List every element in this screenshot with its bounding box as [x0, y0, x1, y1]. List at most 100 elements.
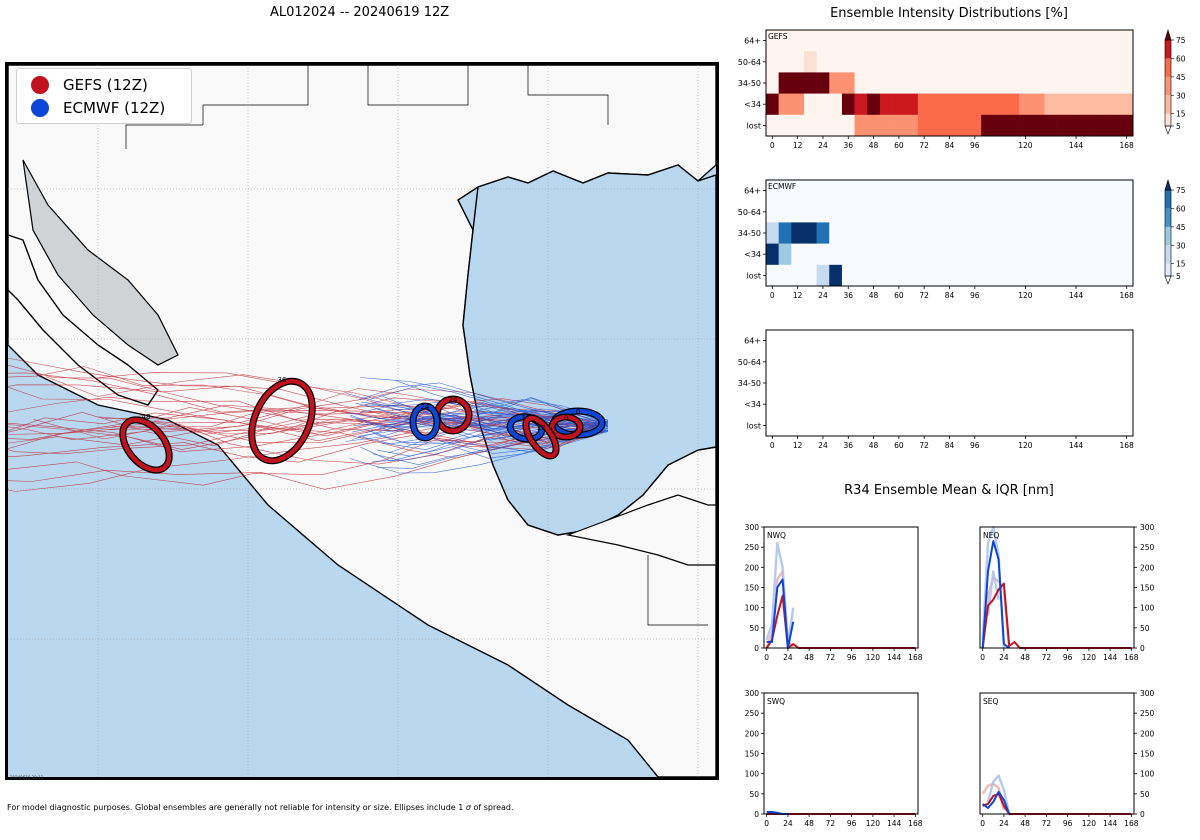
heatmap-row-label: 64+ [744, 187, 761, 196]
heatmap-cell [791, 72, 805, 94]
r34-y-tick-label: 250 [745, 709, 760, 718]
r34-x-tick-label: 24 [783, 819, 793, 828]
borders [125, 65, 708, 626]
heatmap-cell [803, 201, 817, 223]
heatmap-cell [841, 30, 855, 52]
r34-y-tick-label: 0 [1140, 810, 1145, 819]
gulf-of-california [22, 159, 179, 366]
heatmap-cell [968, 93, 982, 116]
gefs-mean-line [981, 582, 1132, 649]
heatmap-cell [867, 72, 881, 94]
heatmap-cell [816, 243, 830, 266]
colorbar-segment [1165, 113, 1171, 126]
r34-panel-label: NEQ [983, 531, 999, 540]
heatmap-cell [943, 72, 957, 94]
heatmap-cell [1019, 93, 1033, 116]
heatmap-cell [829, 243, 843, 266]
r34-x-tick-label: 24 [999, 653, 1009, 662]
gefs-track [8, 416, 604, 455]
heatmap-x-tick-label: 12 [793, 441, 803, 450]
heatmap-cell [1082, 51, 1096, 73]
heatmap-cell [892, 114, 906, 137]
heatmap-cell [1120, 51, 1134, 73]
heatmap-x-tick-label: 84 [945, 441, 955, 450]
gefs-track [104, 404, 604, 443]
heatmap-panel-0: 64+ 50-64 34-50 <34 lost 0 12 24 36 48 60 72 84 96 120… [738, 28, 1186, 150]
heatmap-cell [778, 201, 792, 223]
heatmap-cell [917, 72, 931, 94]
heatmap-cell [968, 30, 982, 52]
heatmap-cell [1069, 93, 1083, 116]
land-yucatan [565, 494, 716, 566]
heatmap-cell [829, 114, 843, 137]
heatmap-cell [816, 222, 830, 244]
heatmap-cell [892, 93, 906, 116]
ecmwf-marker-icon [31, 99, 49, 117]
r34-x-tick-label: 0 [764, 653, 769, 662]
heatmap-x-tick-label: 72 [919, 441, 929, 450]
heatmap-row-label: lost [747, 271, 761, 280]
heatmap-cell [854, 30, 868, 52]
heatmap-cell [892, 51, 906, 73]
heatmap-cell [917, 51, 931, 73]
r34-x-tick-label: 72 [1042, 819, 1052, 828]
colorbar-min-arrow [1164, 275, 1172, 285]
heatmap-cell [829, 180, 843, 202]
heatmap-cell [841, 243, 855, 266]
heatmap-cell [955, 114, 969, 137]
r34-y-tick-label: 250 [745, 543, 760, 552]
heatmap-cell [892, 30, 906, 52]
colorbar-min-arrow [1164, 125, 1172, 135]
heatmap-x-tick-label: 60 [894, 441, 904, 450]
heatmap-x-tick-label: 96 [970, 291, 980, 300]
heatmap-cell [791, 222, 805, 244]
ecmwf-track [371, 403, 609, 427]
heatmap-cell [1095, 30, 1108, 52]
heatmap-row-label: 34-50 [738, 229, 761, 238]
heatmap-cell [854, 51, 868, 73]
r34-y-tick-label: 50 [1140, 790, 1150, 799]
heatmap-cell [1006, 51, 1020, 73]
heatmap-cell [1107, 51, 1121, 73]
colorbar-segment [1165, 208, 1171, 227]
heatmap-row-label: 34-50 [738, 379, 761, 388]
heatmap-cell [867, 114, 881, 137]
colorbar: 5 15 30 45 60 75 [1164, 178, 1186, 285]
heatmap-x-tick-label: 96 [970, 141, 980, 150]
heatmap-cell [841, 201, 855, 223]
r34-x-tick-label: 120 [1082, 653, 1097, 662]
heatmap-cell [778, 243, 792, 266]
gefs-track [8, 396, 604, 447]
r34-x-tick-label: 96 [847, 653, 857, 662]
heatmap-cell [955, 93, 969, 116]
heatmap-cell [854, 114, 868, 137]
heatmap-x-tick-label: 60 [894, 141, 904, 150]
colorbar-max-arrow [1164, 28, 1172, 41]
ellipse-hour-label: 24 [449, 396, 458, 404]
heatmap-cell [1031, 93, 1045, 116]
r34-x-tick-label: 144 [1103, 653, 1118, 662]
heatmap-cell [791, 201, 805, 223]
heatmap-cell [943, 51, 957, 73]
colorbar-segment [1165, 95, 1171, 114]
heatmap-x-tick-label: 36 [843, 441, 853, 450]
heatmap-cell [1044, 114, 1058, 137]
spread-ellipse [119, 416, 173, 474]
heatmap-cell [791, 264, 805, 287]
heatmap-cell [879, 30, 893, 52]
r34-x-tick-label: 120 [866, 819, 881, 828]
heatmap-cell [1095, 93, 1108, 116]
colorbar-segment [1165, 40, 1171, 59]
r34-x-tick-label: 120 [1082, 819, 1097, 828]
land-baja [8, 234, 159, 406]
ellipse-hour-label: 48 [142, 413, 151, 421]
heatmap-cell [892, 72, 906, 94]
colorbar-segment [1165, 76, 1171, 96]
r34-section-title: R34 Ensemble Mean & IQR [nm] [844, 483, 1054, 498]
heatmap-cell [867, 30, 881, 52]
heatmap-cell [1031, 51, 1045, 73]
r34-x-tick-label: 96 [1063, 819, 1073, 828]
heatmap-cell [841, 180, 855, 202]
map-panel[interactable]: 0 0 12 12 24 24 36 48 GEFS (12Z) ECMWF (12Z) [5, 62, 719, 780]
r34-panel-label: NWQ [767, 531, 786, 540]
